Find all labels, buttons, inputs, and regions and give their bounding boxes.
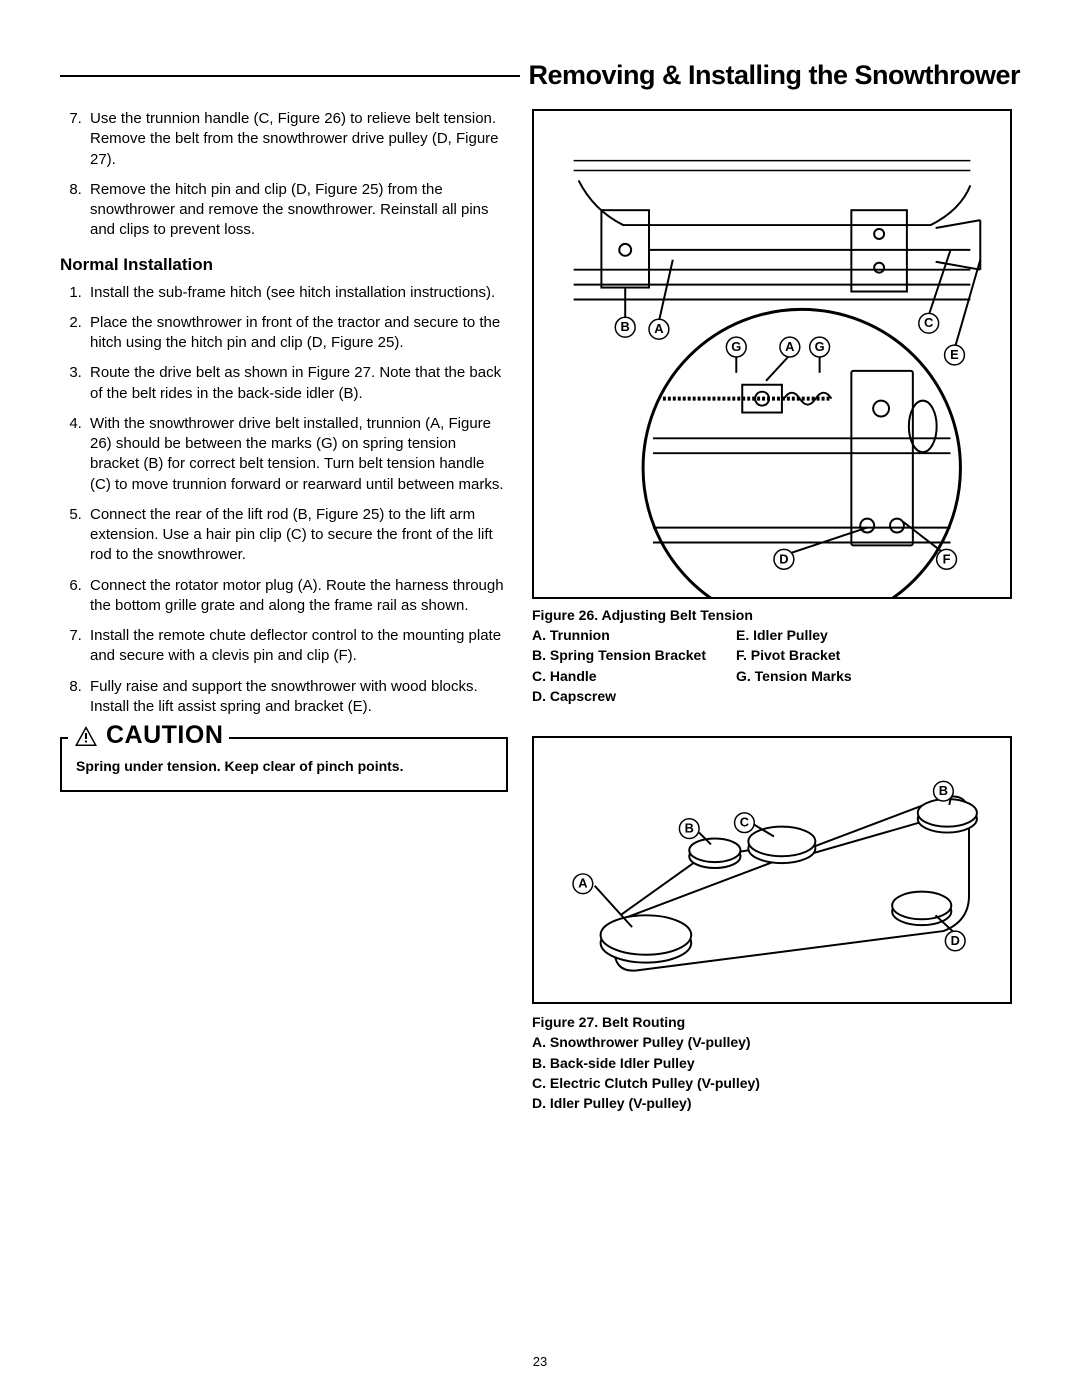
header-rule xyxy=(60,75,520,77)
legend-item: B. Spring Tension Bracket xyxy=(532,645,706,665)
svg-text:E: E xyxy=(950,347,959,362)
caution-body: Spring under tension. Keep clear of pinc… xyxy=(62,758,506,790)
removal-step-list: Use the trunnion handle (C, Figure 26) t… xyxy=(60,109,508,241)
list-item: Install the sub-frame hitch (see hitch i… xyxy=(86,283,508,303)
figure-27-diagram: A B C B D xyxy=(534,738,1010,1002)
legend-item: B. Back-side Idler Pulley xyxy=(532,1053,1012,1073)
figure-27-caption: Figure 27. Belt Routing xyxy=(532,1012,1012,1032)
list-item: Connect the rotator motor plug (A). Rout… xyxy=(86,576,508,617)
svg-text:A: A xyxy=(785,339,794,354)
svg-text:G: G xyxy=(815,339,825,354)
right-column: B A C E G A G D F Figure 26. Adjusting Belt Tens… xyxy=(532,109,1012,1114)
legend-item: A. Snowthrower Pulley (V-pulley) xyxy=(532,1032,1012,1052)
caution-word: CAUTION xyxy=(106,721,223,750)
legend-item: C. Handle xyxy=(532,666,706,686)
list-item: Route the drive belt as shown in Figure … xyxy=(86,363,508,404)
warning-icon xyxy=(74,725,98,747)
legend-item: C. Electric Clutch Pulley (V-pulley) xyxy=(532,1073,1012,1093)
svg-text:F: F xyxy=(943,551,951,566)
list-item: Use the trunnion handle (C, Figure 26) t… xyxy=(86,109,508,170)
section-header: Removing & Installing the Snowthrower xyxy=(60,60,1020,91)
list-item: Fully raise and support the snowthrower … xyxy=(86,677,508,718)
list-item: With the snowthrower drive belt installe… xyxy=(86,414,508,495)
caution-box: CAUTION Spring under tension. Keep clear… xyxy=(60,737,508,792)
list-item: Place the snowthrower in front of the tr… xyxy=(86,313,508,354)
svg-text:D: D xyxy=(951,933,960,948)
legend-item: D. Idler Pulley (V-pulley) xyxy=(532,1093,1012,1113)
list-item: Remove the hitch pin and clip (D, Figure… xyxy=(86,180,508,241)
left-column: Use the trunnion handle (C, Figure 26) t… xyxy=(60,109,508,1114)
svg-text:B: B xyxy=(621,319,630,334)
legend-item: A. Trunnion xyxy=(532,625,706,645)
list-item: Install the remote chute deflector contr… xyxy=(86,626,508,667)
legend-item: E. Idler Pulley xyxy=(736,625,852,645)
figure-26-legend: A. Trunnion B. Spring Tension Bracket C.… xyxy=(532,625,1012,706)
svg-text:A: A xyxy=(654,321,663,336)
svg-text:B: B xyxy=(685,821,694,836)
legend-item: G. Tension Marks xyxy=(736,666,852,686)
legend-item: F. Pivot Bracket xyxy=(736,645,852,665)
figure-26-diagram: B A C E G A G D F xyxy=(534,111,1010,597)
figure-27-caption-block: Figure 27. Belt Routing A. Snowthrower P… xyxy=(532,1012,1012,1113)
figure-26-box: B A C E G A G D F xyxy=(532,109,1012,599)
page-title: Removing & Installing the Snowthrower xyxy=(528,60,1020,91)
figure-27-box: A B C B D xyxy=(532,736,1012,1004)
list-item: Connect the rear of the lift rod (B, Fig… xyxy=(86,505,508,566)
svg-text:A: A xyxy=(578,876,587,891)
svg-text:C: C xyxy=(924,315,933,330)
svg-text:B: B xyxy=(939,783,948,798)
normal-installation-heading: Normal Installation xyxy=(60,255,508,275)
svg-text:C: C xyxy=(740,815,749,830)
install-step-list: Install the sub-frame hitch (see hitch i… xyxy=(60,283,508,718)
svg-text:D: D xyxy=(779,551,788,566)
figure-26-caption: Figure 26. Adjusting Belt Tension xyxy=(532,607,1012,623)
svg-text:G: G xyxy=(731,339,741,354)
page-number: 23 xyxy=(0,1354,1080,1369)
legend-item: D. Capscrew xyxy=(532,686,706,706)
